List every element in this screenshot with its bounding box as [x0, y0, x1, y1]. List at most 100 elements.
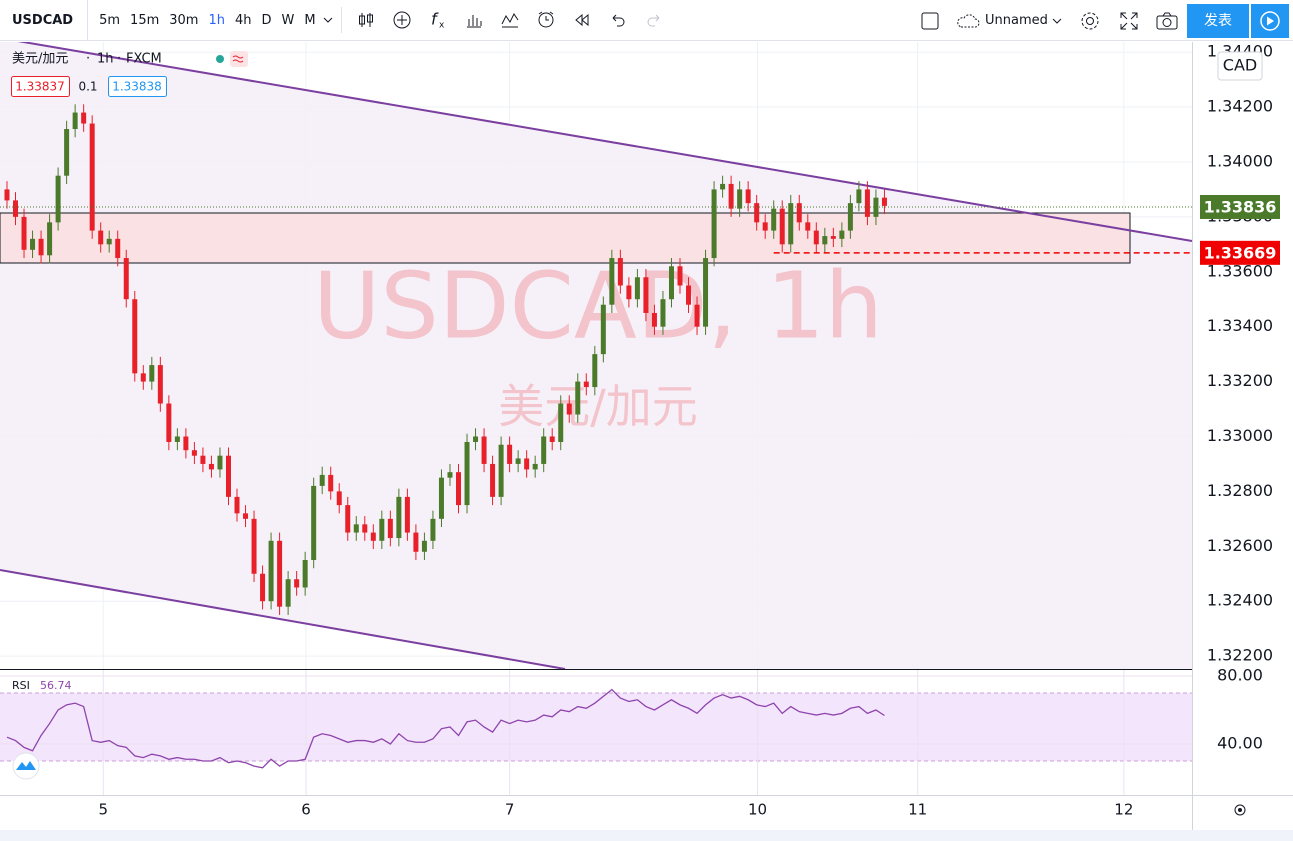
candle-body: [166, 403, 172, 442]
play-button[interactable]: [1251, 4, 1289, 38]
interval[interactable]: 4h: [235, 12, 252, 28]
currency-button[interactable]: [1217, 51, 1263, 81]
candle-body: [123, 258, 129, 300]
candle-body: [106, 238, 112, 245]
snapshot-icon[interactable]: [1155, 10, 1179, 32]
price-axis: [1192, 42, 1293, 669]
trendline-lower: [0, 569, 566, 670]
candle-body: [711, 189, 717, 259]
y-tick-label: 1.33200: [1207, 371, 1273, 390]
y-tick-label: 1.32400: [1207, 591, 1273, 610]
interval[interactable]: 30m: [169, 12, 199, 28]
price-label-box: [1200, 194, 1280, 219]
y-tick-label: 40.00: [1217, 733, 1263, 752]
svg-text:x: x: [439, 21, 445, 31]
price-label-box: [1200, 240, 1280, 265]
cloud-icon: [957, 13, 980, 27]
logo-badge[interactable]: [12, 752, 40, 780]
candle-body: [302, 560, 308, 588]
legend-source: FXCM: [126, 52, 162, 67]
candle-body: [217, 455, 223, 470]
status-badge: [230, 51, 248, 67]
candle-body: [447, 472, 453, 478]
templates-icon[interactable]: [492, 2, 528, 38]
publish-button[interactable]: 发表: [1187, 4, 1249, 38]
layout-menu[interactable]: Unnamed: [955, 0, 1066, 41]
candle-body: [294, 579, 300, 588]
fullscreen-icon[interactable]: [1118, 10, 1140, 32]
candle-body: [64, 129, 70, 176]
watermark-title: USDCAD, 1h: [313, 252, 883, 359]
x-tick-label: 7: [505, 801, 515, 819]
rsi-line: [6, 688, 885, 769]
candle-body: [507, 444, 513, 464]
candle-body: [311, 485, 317, 561]
bid-box[interactable]: [11, 76, 70, 97]
candle-body: [251, 518, 257, 574]
candle-body: [72, 112, 78, 130]
candle-body: [481, 436, 487, 464]
price-label: 1.33836: [1204, 197, 1277, 216]
candle-body: [788, 203, 794, 245]
interval[interactable]: W: [281, 12, 295, 28]
svg-text:f: f: [431, 10, 439, 29]
redo-icon[interactable]: [636, 2, 672, 38]
interval[interactable]: 15m: [130, 12, 160, 28]
select-box[interactable]: [921, 12, 939, 30]
candle-body: [668, 266, 674, 300]
financials-icon[interactable]: [456, 2, 492, 38]
currency: CAD: [1223, 56, 1257, 75]
interval[interactable]: 1h: [208, 12, 225, 28]
candle-body: [583, 381, 589, 388]
candle-body: [234, 496, 240, 514]
price-label: 1.33669: [1204, 243, 1277, 262]
candle-body: [575, 381, 581, 415]
settings-icon[interactable]: [1079, 10, 1101, 32]
candle-body: [881, 197, 887, 206]
spread: 0.1: [78, 80, 97, 94]
ask-box[interactable]: [108, 76, 167, 97]
candle-body: [208, 463, 214, 470]
candle-body: [4, 189, 10, 201]
candle-body: [847, 203, 853, 231]
candle-body: [225, 455, 231, 497]
layout-name: Unnamed: [985, 13, 1048, 28]
candle-body: [55, 175, 61, 223]
dropdown-icon[interactable]: [321, 13, 335, 27]
watermark-subtitle: 美元/加元: [498, 380, 698, 434]
bottom-bar: [0, 830, 1293, 841]
candle-body: [115, 238, 121, 259]
candle-body: [703, 258, 709, 327]
candle-body: [694, 304, 700, 327]
replay-icon[interactable]: [564, 2, 600, 38]
interval[interactable]: D: [261, 12, 272, 28]
rsi-band: [0, 692, 1192, 761]
candle-body: [515, 458, 521, 464]
x-tick-label: 6: [301, 801, 311, 819]
compare-icon[interactable]: [384, 2, 420, 38]
candle-body: [268, 540, 274, 602]
candle-body: [132, 299, 138, 374]
chart: USDCAD, 1h 美元/加元 5 6 7 10 11 12 1.32200 1.32400…: [0, 42, 1293, 841]
interval[interactable]: M: [304, 12, 316, 28]
candle-body: [157, 365, 163, 404]
candle-body: [260, 573, 266, 602]
candle-body: [285, 579, 291, 607]
candle-body: [677, 266, 683, 286]
time-settings-icon[interactable]: [1234, 804, 1246, 816]
candle-body: [47, 222, 53, 256]
candle-body: [634, 277, 640, 300]
ask: 1.33838: [112, 80, 162, 94]
undo-icon[interactable]: [600, 2, 636, 38]
chart-type-icon[interactable]: [348, 2, 384, 38]
interval[interactable]: 5m: [99, 12, 121, 28]
symbol[interactable]: USDCAD: [0, 0, 89, 41]
candle-body: [191, 450, 197, 456]
indicator-value: 56.74: [40, 679, 72, 692]
alert-icon[interactable]: [528, 2, 564, 38]
range-box: [0, 212, 1131, 264]
candle-body: [362, 524, 368, 533]
candle-body: [549, 436, 555, 442]
